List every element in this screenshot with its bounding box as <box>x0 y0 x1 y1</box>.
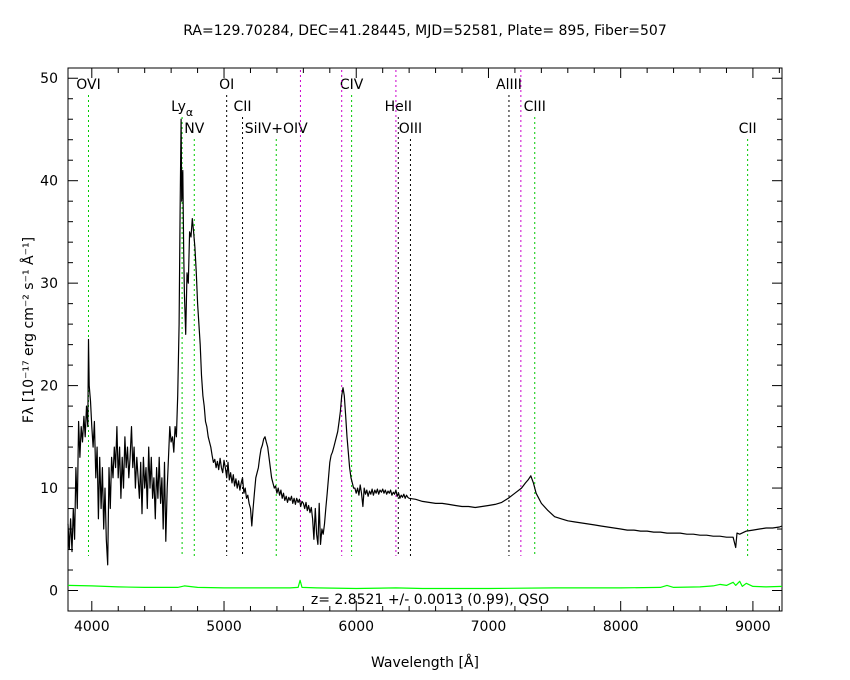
y-axis-label: Fλ [10⁻¹⁷ erg cm⁻² s⁻¹ Å⁻¹] <box>20 237 37 423</box>
line-label-15: CII <box>739 121 757 137</box>
line-label-12: AlIII <box>496 77 522 93</box>
x-axis: 4000 5000 6000 7000 8000 9000 <box>74 68 780 635</box>
y-tick-label: 20 <box>40 379 58 395</box>
x-tick-label: 5000 <box>206 619 242 635</box>
line-label-7: CIV <box>340 77 364 93</box>
line-label-11: OIII <box>399 121 422 137</box>
emission-line-markers: OVILyαNVOICIISiIV+OIVCIVHeIIOIIIAlIIICII… <box>76 70 757 556</box>
line-label-5: SiIV+OIV <box>245 121 308 137</box>
y-axis: 0 10 20 30 40 50 <box>40 71 782 600</box>
series-flux <box>67 118 783 566</box>
line-label-4: CII <box>234 99 252 115</box>
line-label-1: Lyα <box>171 99 193 119</box>
line-label-2: NV <box>184 121 204 137</box>
x-tick-label: 6000 <box>338 619 374 635</box>
plot-area <box>67 67 783 612</box>
line-label-9: HeII <box>385 99 412 115</box>
line-label-0: OVI <box>76 77 100 93</box>
y-tick-label: 30 <box>40 276 58 292</box>
redshift-annotation: z= 2.8521 +/- 0.0013 (0.99), QSO <box>311 592 549 608</box>
line-label-14: CIII <box>524 99 546 115</box>
y-tick-label: 50 <box>40 71 58 87</box>
y-tick-label: 10 <box>40 481 58 497</box>
series-error <box>67 579 783 590</box>
line-label-3: OI <box>219 77 234 93</box>
line-label-sub-1: α <box>186 106 193 119</box>
x-tick-label: 7000 <box>471 619 507 635</box>
chart-title: RA=129.70284, DEC=41.28445, MJD=52581, P… <box>183 23 667 39</box>
y-tick-label: 0 <box>49 584 58 600</box>
plot-frame <box>67 67 783 612</box>
y-tick-label: 40 <box>40 174 58 190</box>
x-tick-label: 4000 <box>74 619 110 635</box>
series-group <box>67 118 783 590</box>
x-tick-label: 9000 <box>735 619 771 635</box>
x-axis-label: Wavelength [Å] <box>371 654 479 671</box>
x-tick-label: 8000 <box>603 619 639 635</box>
